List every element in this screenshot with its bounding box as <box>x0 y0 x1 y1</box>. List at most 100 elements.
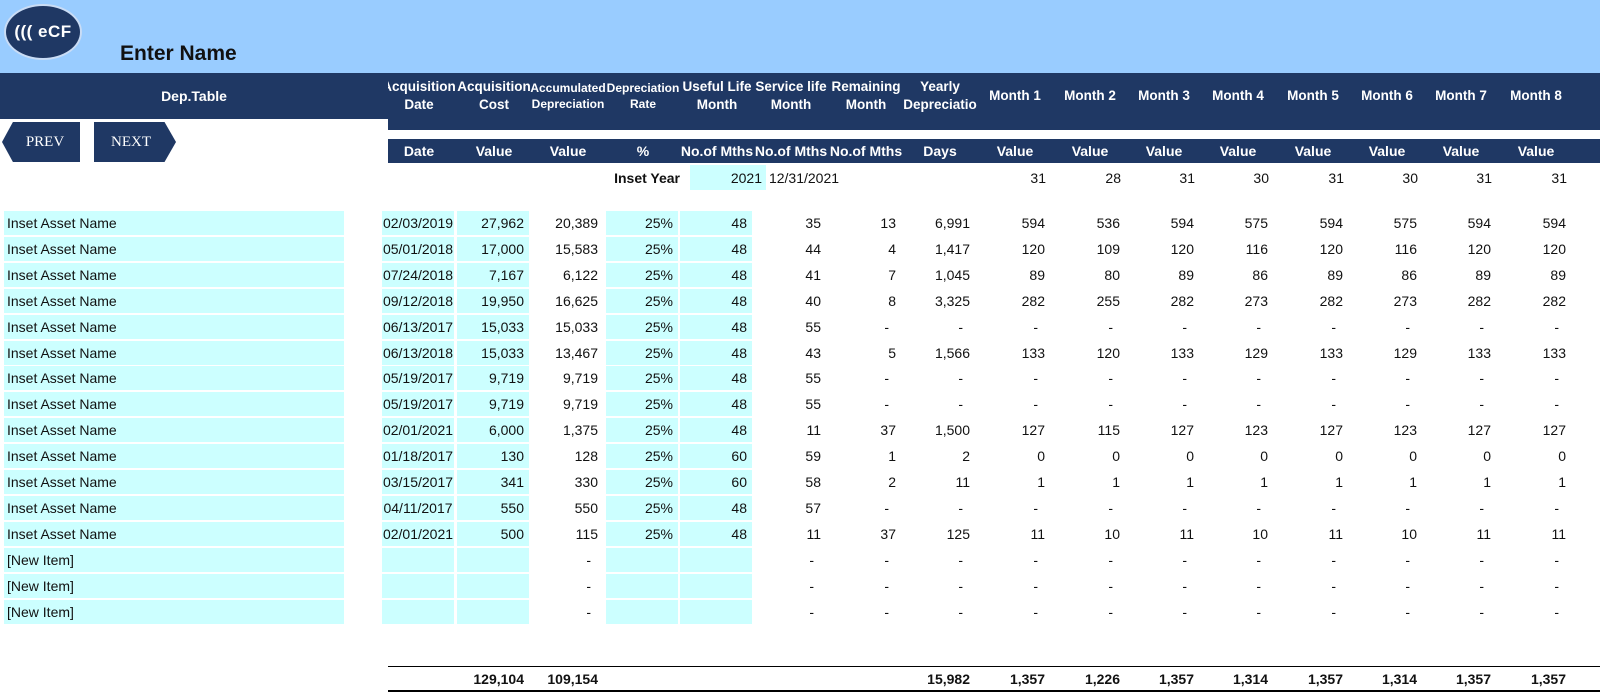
asset-name-input[interactable]: Inset Asset Name <box>4 392 344 417</box>
column-header: Yearly Depreciatio <box>903 73 977 119</box>
asset-name-input[interactable]: Inset Asset Name <box>4 495 344 520</box>
useful-life-input[interactable]: 48 <box>680 314 752 339</box>
asset-name-input[interactable]: Inset Asset Name <box>4 314 344 339</box>
useful-life-input[interactable] <box>680 599 752 624</box>
acquisition-cost-input[interactable]: 7,167 <box>457 262 529 287</box>
useful-life-input[interactable]: 48 <box>680 418 752 443</box>
inset-year-input[interactable]: 2021 <box>690 165 766 190</box>
useful-life-input[interactable] <box>680 547 752 572</box>
depreciation-rate-input[interactable]: 25% <box>606 470 678 494</box>
month-depreciation-value: 594 <box>1467 215 1491 231</box>
total-month-value: 1,226 <box>1084 670 1120 687</box>
prev-button[interactable]: PREV <box>2 122 80 162</box>
depreciation-rate-input[interactable]: 25% <box>606 521 678 546</box>
depreciation-rate-input[interactable]: 25% <box>606 444 678 469</box>
acquisition-cost-input[interactable]: 17,000 <box>457 236 529 261</box>
month-days-value: 31 <box>1328 169 1344 186</box>
useful-life-input[interactable] <box>680 573 752 598</box>
useful-life-input[interactable]: 48 <box>680 340 752 365</box>
company-name[interactable]: Enter Name <box>120 42 237 65</box>
acquisition-date-input[interactable]: 02/01/2021 <box>382 521 454 546</box>
asset-name-input[interactable]: [New Item] <box>4 599 344 624</box>
month-depreciation-value: 129 <box>1244 344 1268 361</box>
remaining-value: - <box>884 499 889 516</box>
acquisition-cost-input[interactable]: 6,000 <box>457 418 529 443</box>
acquisition-date-input[interactable] <box>382 573 454 598</box>
depreciation-rate-input[interactable]: 25% <box>606 236 678 261</box>
asset-name-input[interactable]: Inset Asset Name <box>4 262 344 287</box>
asset-name-input[interactable]: Inset Asset Name <box>4 340 344 365</box>
asset-name-input[interactable]: Inset Asset Name <box>4 470 344 494</box>
asset-name-input[interactable]: Inset Asset Name <box>4 366 344 391</box>
asset-name-input[interactable]: Inset Asset Name <box>4 444 344 469</box>
useful-life-input[interactable]: 48 <box>680 211 752 235</box>
acquisition-date-input[interactable]: 09/12/2018 <box>382 288 454 313</box>
acquisition-cost-input[interactable] <box>457 599 529 624</box>
useful-life-input[interactable]: 48 <box>680 288 752 313</box>
month-depreciation-value: 127 <box>1021 422 1045 439</box>
depreciation-rate-input[interactable] <box>606 547 678 572</box>
month-depreciation-value: 0 <box>1186 448 1194 465</box>
asset-name-input[interactable]: [New Item] <box>4 573 344 598</box>
acquisition-date-input[interactable]: 05/01/2018 <box>382 236 454 261</box>
table-row: Inset Asset Name 09/12/2018 19,950 16,625 25… <box>0 288 1600 315</box>
asset-name-input[interactable]: Inset Asset Name <box>4 521 344 546</box>
acquisition-cost-input[interactable]: 19,950 <box>457 288 529 313</box>
depreciation-rate-input[interactable]: 25% <box>606 288 678 313</box>
asset-name-input[interactable]: Inset Asset Name <box>4 288 344 313</box>
useful-life-input[interactable]: 48 <box>680 495 752 520</box>
acquisition-date-input[interactable]: 06/13/2017 <box>382 314 454 339</box>
depreciation-rate-input[interactable]: 25% <box>606 366 678 391</box>
acquisition-date-input[interactable]: 03/15/2017 <box>382 470 454 494</box>
depreciation-rate-input[interactable]: 25% <box>606 495 678 520</box>
depreciation-rate-input[interactable]: 25% <box>606 262 678 287</box>
asset-name-input[interactable]: Inset Asset Name <box>4 418 344 443</box>
asset-name-input[interactable]: Inset Asset Name <box>4 211 344 235</box>
depreciation-rate-input[interactable]: 25% <box>606 211 678 235</box>
acquisition-date-input[interactable]: 02/01/2021 <box>382 418 454 443</box>
asset-name-input[interactable]: [New Item] <box>4 547 344 572</box>
column-header: Acquisition Cost <box>457 73 531 119</box>
useful-life-input[interactable]: 60 <box>680 444 752 469</box>
acquisition-cost-input[interactable]: 9,719 <box>457 366 529 391</box>
useful-life-input[interactable]: 48 <box>680 521 752 546</box>
month-depreciation-value: - <box>1554 577 1559 594</box>
acquisition-date-input[interactable] <box>382 547 454 572</box>
next-button[interactable]: NEXT <box>94 122 176 162</box>
column-header: Accumulated Depreciation <box>530 73 605 119</box>
acquisition-cost-input[interactable]: 550 <box>457 495 529 520</box>
useful-life-input[interactable]: 48 <box>680 366 752 391</box>
acquisition-date-input[interactable]: 05/19/2017 <box>382 366 454 391</box>
useful-life-input[interactable]: 60 <box>680 470 752 494</box>
acquisition-date-input[interactable]: 07/24/2018 <box>382 262 454 287</box>
asset-name-input[interactable]: Inset Asset Name <box>4 236 344 261</box>
acquisition-cost-input[interactable]: 15,033 <box>457 340 529 365</box>
depreciation-rate-input[interactable] <box>606 573 678 598</box>
acquisition-cost-input[interactable]: 130 <box>457 444 529 469</box>
depreciation-rate-input[interactable]: 25% <box>606 392 678 417</box>
acquisition-date-input[interactable] <box>382 599 454 624</box>
accumulated-depreciation: - <box>586 551 591 568</box>
acquisition-cost-input[interactable]: 27,962 <box>457 211 529 235</box>
acquisition-date-input[interactable]: 06/13/2018 <box>382 340 454 365</box>
acquisition-cost-input[interactable]: 341 <box>457 470 529 494</box>
depreciation-rate-input[interactable]: 25% <box>606 418 678 443</box>
depreciation-rate-input[interactable]: 25% <box>606 314 678 339</box>
month-depreciation-value: 10 <box>1104 525 1120 542</box>
useful-life-input[interactable]: 48 <box>680 236 752 261</box>
yearly-value: 1,045 <box>934 266 970 283</box>
useful-life-input[interactable]: 48 <box>680 262 752 287</box>
acquisition-date-input[interactable]: 02/03/2019 <box>382 211 454 235</box>
acquisition-cost-input[interactable]: 9,719 <box>457 392 529 417</box>
acquisition-date-input[interactable]: 01/18/2017 <box>382 444 454 469</box>
acquisition-cost-input[interactable] <box>457 573 529 598</box>
depreciation-rate-input[interactable] <box>606 599 678 624</box>
depreciation-rate-input[interactable]: 25% <box>606 340 678 365</box>
acquisition-cost-input[interactable] <box>457 547 529 572</box>
acquisition-date-input[interactable]: 04/11/2017 <box>382 495 454 520</box>
acquisition-cost-input[interactable]: 500 <box>457 521 529 546</box>
acquisition-date-input[interactable]: 05/19/2017 <box>382 392 454 417</box>
useful-life-input[interactable]: 48 <box>680 392 752 417</box>
acquisition-cost-input[interactable]: 15,033 <box>457 314 529 339</box>
accumulated-depreciation: 6,122 <box>562 266 598 283</box>
